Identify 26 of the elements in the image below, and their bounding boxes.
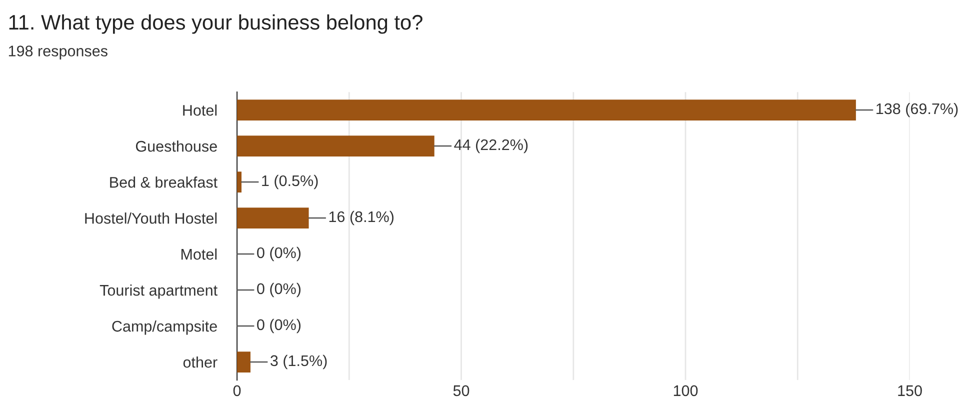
data-label: 44 (22.2%) (454, 138, 528, 154)
chart-title: 11. What type does your business belong to? (9, 14, 422, 34)
y-tick-label: Bed & breakfast (110, 176, 218, 188)
x-tick-label: 150 (898, 385, 922, 396)
data-label: 0 (0%) (257, 282, 301, 298)
x-tick-label: 100 (674, 385, 698, 396)
bar (237, 352, 250, 372)
bar (237, 100, 856, 120)
data-label: 16 (8.1%) (329, 210, 394, 226)
y-tick-label: Hostel/Youth Hostel (85, 212, 217, 224)
y-tick-label: Hotel (183, 104, 217, 116)
bar (237, 136, 434, 156)
y-tick-label: Guesthouse (136, 140, 217, 152)
data-label: 0 (0%) (257, 318, 301, 334)
bar (237, 208, 309, 228)
x-tick-label: 0 (233, 385, 241, 396)
y-tick-label: Motel (181, 248, 217, 260)
data-label: 138 (69.7%) (876, 102, 958, 118)
x-tick-label: 50 (453, 385, 470, 396)
y-tick-label: other (183, 356, 218, 368)
data-label: 3 (1.5%) (270, 354, 327, 370)
data-label: 0 (0%) (257, 246, 301, 262)
text: 198 responses (8, 46, 108, 60)
y-tick-label: Tourist apartment (100, 284, 218, 299)
y-tick-label: Camp/campsite (112, 320, 217, 335)
data-label: 1 (0.5%) (262, 174, 318, 190)
